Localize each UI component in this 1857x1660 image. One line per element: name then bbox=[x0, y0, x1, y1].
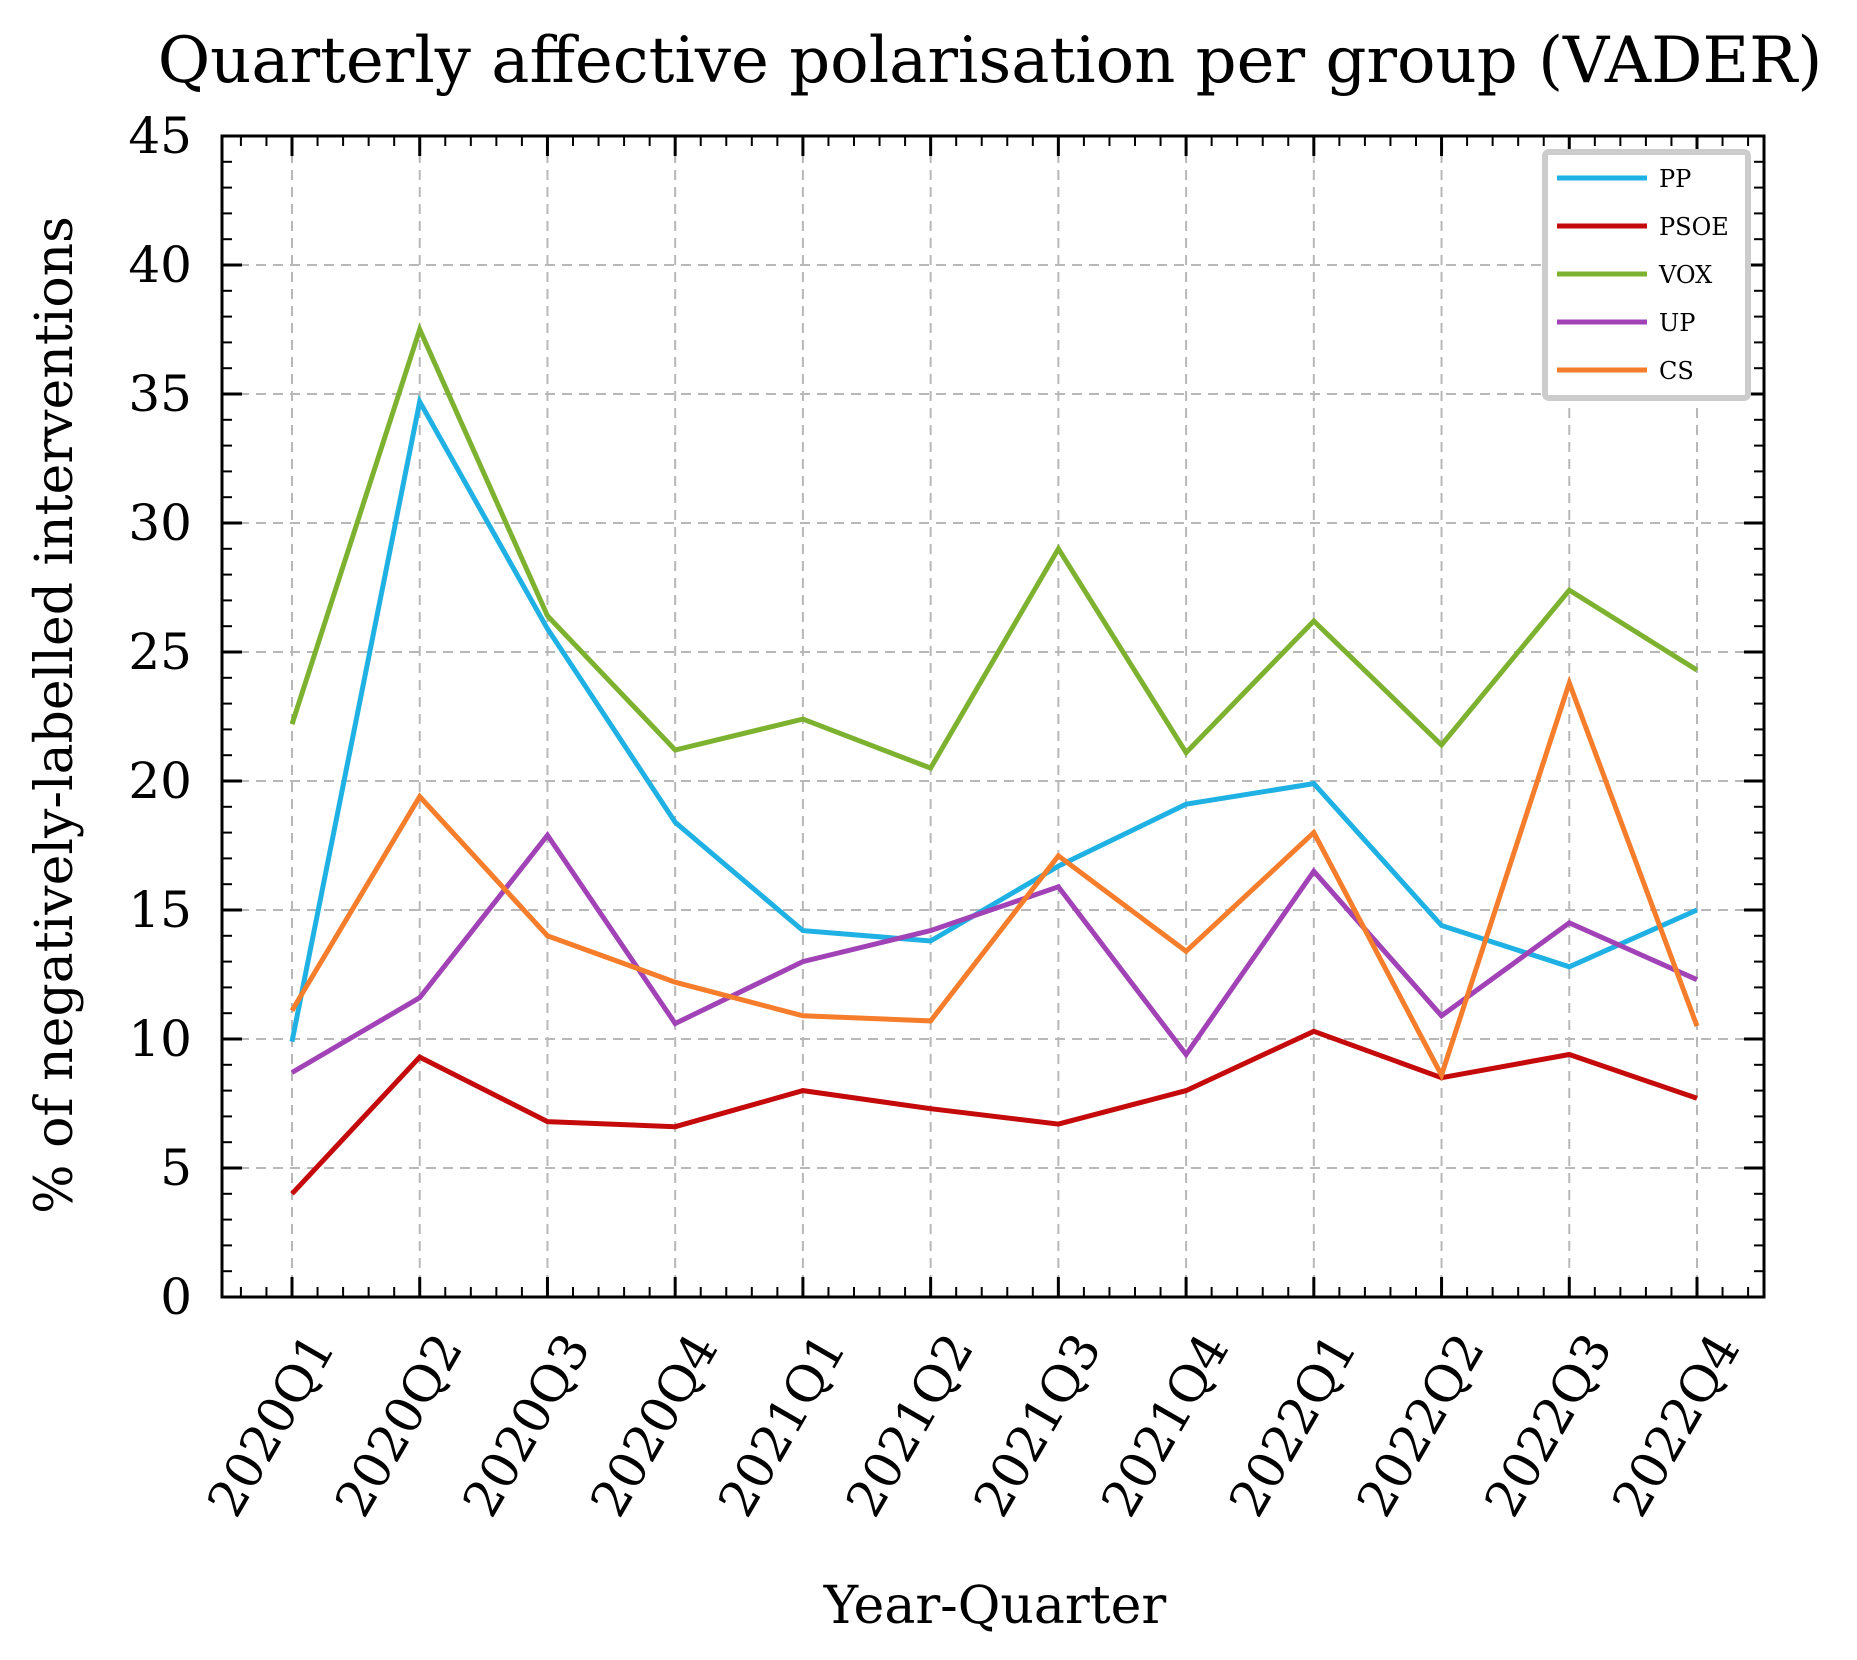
y-tick-label: 5 bbox=[160, 1139, 192, 1197]
y-tick-label: 30 bbox=[128, 494, 192, 552]
chart-title: Quarterly affective polarisation per gro… bbox=[158, 24, 1823, 98]
y-axis-label: % of negatively-labelled interventions bbox=[25, 216, 85, 1214]
y-tick-label: 10 bbox=[128, 1010, 192, 1068]
y-tick-label: 15 bbox=[128, 881, 192, 939]
series-line-vox bbox=[289, 322, 1699, 772]
axis-ticks bbox=[222, 134, 1764, 1299]
legend-label-up: UP bbox=[1659, 309, 1695, 337]
y-tick-label: 35 bbox=[128, 365, 192, 423]
series-lines bbox=[289, 322, 1700, 1196]
y-tick-label: 0 bbox=[160, 1268, 192, 1326]
legend-label-vox: VOX bbox=[1658, 261, 1712, 289]
x-tick-labels: 2020Q12020Q22020Q32020Q42021Q12021Q22021… bbox=[196, 1324, 1751, 1526]
x-axis-label: Year-Quarter bbox=[823, 1576, 1167, 1636]
legend: PP PSOE VOX UP CS bbox=[1542, 149, 1751, 401]
series-line-psoe bbox=[290, 1028, 1698, 1196]
plot-frame bbox=[220, 134, 1766, 1299]
x-tick-label: 2022Q4 bbox=[1601, 1324, 1751, 1526]
y-tick-label: 40 bbox=[128, 236, 192, 294]
legend-label-pp: PP bbox=[1659, 165, 1691, 193]
series-line-cs bbox=[289, 675, 1700, 1082]
series-line-up bbox=[290, 830, 1699, 1075]
grid bbox=[222, 136, 1764, 1297]
y-tick-label: 25 bbox=[128, 623, 192, 681]
y-tick-label: 45 bbox=[128, 107, 192, 165]
y-tick-label: 20 bbox=[128, 752, 192, 810]
legend-label-cs: CS bbox=[1659, 357, 1694, 385]
series-line-pp bbox=[289, 394, 1699, 1043]
y-tick-labels: 0 5 10 15 20 25 30 35 40 45 bbox=[128, 107, 192, 1326]
legend-label-psoe: PSOE bbox=[1659, 213, 1729, 241]
